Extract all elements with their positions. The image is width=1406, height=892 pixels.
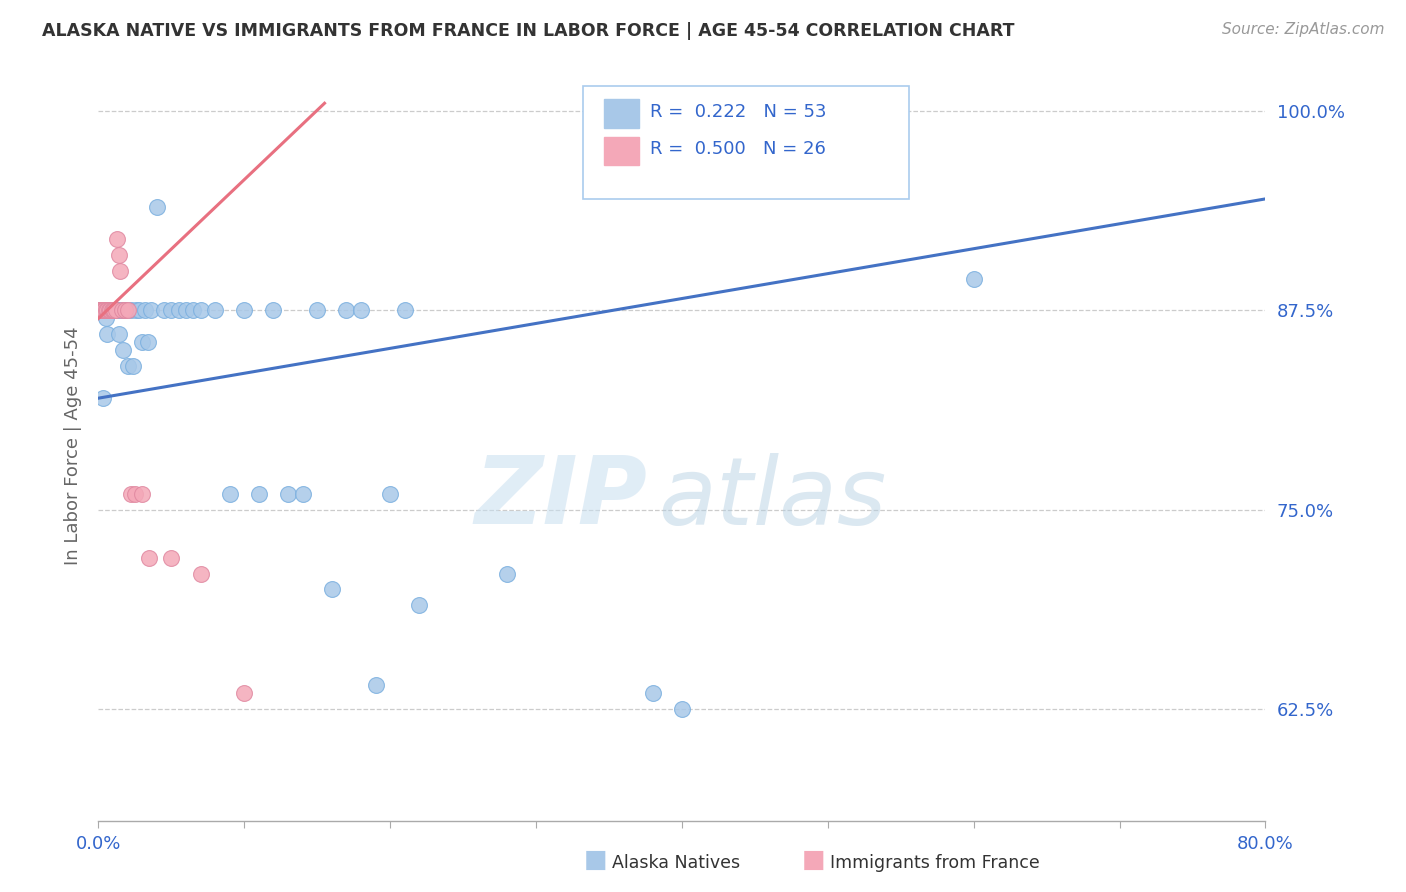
Point [160, 303, 183, 318]
Point [110, 303, 132, 318]
Point [120, 303, 142, 318]
Text: atlas: atlas [658, 453, 887, 544]
Point [110, 263, 132, 277]
Point [108, 248, 131, 262]
Point [111, 303, 134, 318]
Point [87, 303, 110, 318]
Point [91, 391, 114, 405]
Point [364, 678, 387, 692]
Point [105, 303, 128, 318]
Point [120, 487, 142, 501]
Point [94, 311, 117, 326]
Point [641, 686, 664, 700]
Y-axis label: In Labor Force | Age 45-54: In Labor Force | Age 45-54 [63, 326, 82, 566]
Point [87, 303, 110, 318]
Point [89, 303, 111, 318]
Point [962, 271, 984, 285]
Point [117, 359, 139, 374]
Point [496, 566, 519, 581]
Point [122, 359, 145, 374]
Point [97, 303, 120, 318]
Point [90, 303, 112, 318]
Point [96, 303, 118, 318]
Point [160, 550, 183, 565]
Point [307, 303, 329, 318]
Point [153, 303, 176, 318]
Point [138, 550, 160, 565]
Point [291, 487, 314, 501]
Point [103, 303, 125, 318]
FancyBboxPatch shape [582, 87, 910, 199]
Point [131, 487, 153, 501]
Point [167, 303, 190, 318]
Point [112, 343, 135, 358]
Point [97, 303, 120, 318]
Point [218, 487, 240, 501]
Point [174, 303, 197, 318]
Bar [603, 136, 638, 165]
Text: Immigrants from France: Immigrants from France [830, 855, 1039, 872]
Point [233, 303, 256, 318]
Point [262, 303, 284, 318]
Text: R =  0.222   N = 53: R = 0.222 N = 53 [651, 103, 827, 120]
Point [96, 303, 118, 318]
Point [91, 303, 114, 318]
Point [93, 303, 115, 318]
Point [98, 303, 121, 318]
Point [117, 303, 139, 318]
Point [190, 303, 212, 318]
Point [190, 566, 212, 581]
Point [124, 487, 146, 501]
Text: ALASKA NATIVE VS IMMIGRANTS FROM FRANCE IN LABOR FORCE | AGE 45-54 CORRELATION C: ALASKA NATIVE VS IMMIGRANTS FROM FRANCE … [42, 22, 1015, 40]
Point [100, 303, 122, 318]
Point [335, 303, 357, 318]
Point [128, 303, 150, 318]
Point [321, 582, 343, 597]
Point [105, 232, 128, 246]
Point [233, 686, 256, 700]
Point [103, 303, 125, 318]
Point [104, 303, 127, 318]
Text: ZIP: ZIP [474, 452, 647, 544]
Point [114, 303, 136, 318]
Point [96, 327, 118, 342]
Point [181, 303, 204, 318]
Point [101, 303, 124, 318]
Point [277, 487, 299, 501]
Point [408, 599, 430, 613]
Text: ■: ■ [801, 848, 825, 872]
Point [136, 335, 159, 350]
Point [134, 303, 156, 318]
Bar [603, 99, 638, 128]
Point [247, 487, 270, 501]
Point [114, 303, 136, 318]
Point [101, 303, 124, 318]
Point [380, 487, 402, 501]
Text: R =  0.500   N = 26: R = 0.500 N = 26 [651, 140, 827, 158]
Point [100, 303, 122, 318]
Point [104, 303, 127, 318]
Point [98, 303, 121, 318]
Point [350, 303, 373, 318]
Text: Alaska Natives: Alaska Natives [612, 855, 740, 872]
Point [139, 303, 162, 318]
Point [394, 303, 416, 318]
Point [671, 702, 693, 716]
Point [131, 335, 153, 350]
Text: Source: ZipAtlas.com: Source: ZipAtlas.com [1222, 22, 1385, 37]
Point [111, 303, 134, 318]
Point [108, 327, 131, 342]
Text: ■: ■ [583, 848, 607, 872]
Point [94, 303, 117, 318]
Point [146, 200, 169, 214]
Point [125, 303, 148, 318]
Point [204, 303, 226, 318]
Point [93, 303, 115, 318]
